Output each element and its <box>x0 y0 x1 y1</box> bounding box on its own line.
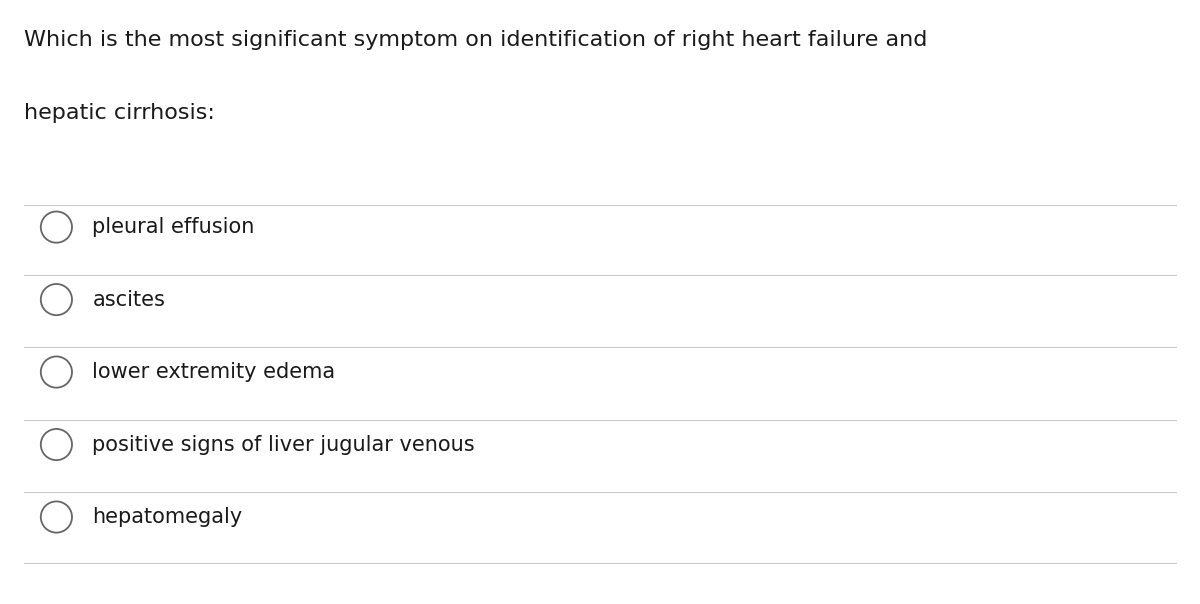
Text: lower extremity edema: lower extremity edema <box>92 362 336 382</box>
Text: hepatomegaly: hepatomegaly <box>92 507 242 527</box>
Text: Which is the most significant symptom on identification of right heart failure a: Which is the most significant symptom on… <box>24 30 928 50</box>
Text: hepatic cirrhosis:: hepatic cirrhosis: <box>24 103 215 123</box>
Text: pleural effusion: pleural effusion <box>92 217 254 237</box>
Text: ascites: ascites <box>92 289 166 310</box>
Text: positive signs of liver jugular venous: positive signs of liver jugular venous <box>92 434 475 455</box>
